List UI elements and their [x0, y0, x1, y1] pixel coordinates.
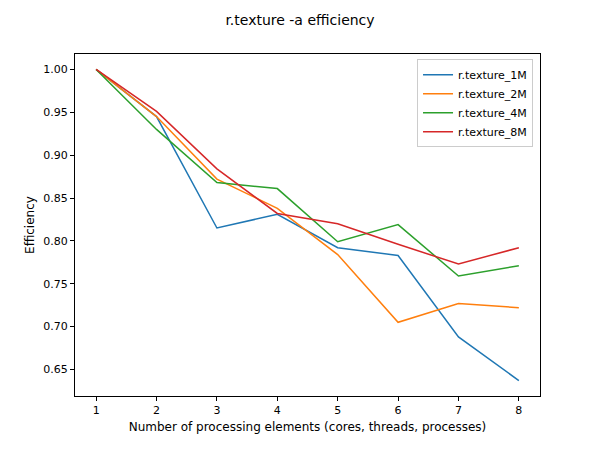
svg-text:6: 6	[395, 404, 402, 417]
svg-text:0.80: 0.80	[43, 235, 68, 248]
svg-text:2: 2	[153, 404, 160, 417]
svg-text:7: 7	[455, 404, 462, 417]
svg-text:0.75: 0.75	[43, 278, 68, 291]
svg-text:0.70: 0.70	[43, 320, 68, 333]
svg-text:Efficiency: Efficiency	[23, 196, 37, 254]
svg-text:r.texture_2M: r.texture_2M	[458, 88, 527, 101]
svg-text:r.texture_1M: r.texture_1M	[458, 69, 527, 82]
svg-text:8: 8	[515, 404, 522, 417]
svg-text:3: 3	[213, 404, 220, 417]
svg-text:1: 1	[93, 404, 100, 417]
svg-text:1.00: 1.00	[43, 63, 68, 76]
svg-text:0.85: 0.85	[43, 192, 68, 205]
svg-text:r.texture -a efficiency: r.texture -a efficiency	[225, 12, 374, 28]
svg-text:r.texture_8M: r.texture_8M	[458, 126, 527, 139]
svg-text:5: 5	[334, 404, 341, 417]
svg-text:Number of processing elements: Number of processing elements (cores, th…	[129, 420, 487, 434]
svg-text:0.95: 0.95	[43, 106, 68, 119]
svg-text:r.texture_4M: r.texture_4M	[458, 107, 527, 120]
svg-text:4: 4	[274, 404, 281, 417]
svg-text:0.90: 0.90	[43, 149, 68, 162]
svg-text:0.65: 0.65	[43, 363, 68, 376]
